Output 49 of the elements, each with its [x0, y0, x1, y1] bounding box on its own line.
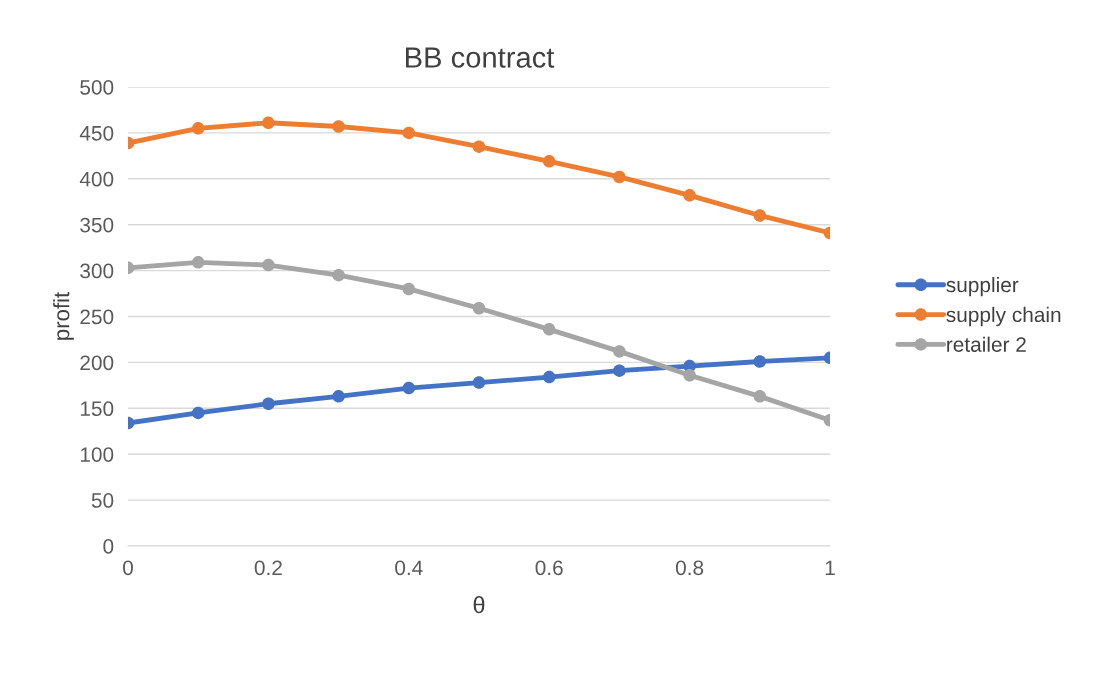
point — [191, 256, 205, 269]
x-tick-label: 0.6 — [535, 560, 563, 576]
point — [332, 268, 345, 282]
point — [683, 369, 696, 382]
point — [262, 258, 275, 272]
point — [542, 155, 556, 168]
point — [402, 282, 416, 296]
y-tick-label: 350 — [80, 217, 114, 233]
y-tick-label: 500 — [80, 80, 114, 95]
point — [332, 390, 345, 403]
point — [613, 364, 626, 377]
point — [191, 122, 205, 135]
x-tick-label: 0.4 — [395, 560, 423, 576]
point — [753, 209, 767, 222]
point — [753, 390, 767, 403]
point — [753, 355, 767, 368]
y-tick-label: 300 — [80, 263, 114, 279]
legend-label: retailer 2 — [947, 336, 1026, 352]
point — [262, 116, 275, 130]
point — [402, 381, 416, 395]
chart-title: BB contract — [406, 47, 555, 68]
x-tick-label: 1 — [825, 560, 835, 575]
y-tick-label: 250 — [80, 309, 114, 325]
legend-label: supplier — [946, 276, 1019, 297]
point — [542, 370, 556, 384]
point — [472, 376, 486, 389]
point — [613, 345, 626, 358]
point — [332, 120, 345, 133]
y-tick-label: 200 — [80, 355, 114, 371]
y-tick-label: 450 — [79, 125, 114, 141]
x-tick-label: 0.8 — [675, 560, 704, 576]
point — [542, 323, 556, 336]
x-axis-title: θ — [473, 595, 485, 614]
point — [613, 170, 626, 184]
point — [472, 301, 486, 315]
point — [191, 406, 205, 420]
point — [472, 140, 486, 153]
point — [402, 126, 416, 140]
x-tick-label: 0.2 — [254, 560, 282, 576]
y-axis-title: profit — [53, 291, 74, 340]
y-tick-label: 0 — [103, 539, 114, 554]
x-tick-label: 0 — [123, 560, 133, 576]
point — [262, 397, 275, 410]
y-tick-label: 50 — [91, 493, 114, 508]
y-tick-label: 400 — [79, 171, 114, 187]
y-tick-label: 100 — [80, 447, 114, 462]
legend-label: supply chain — [946, 306, 1061, 327]
y-tick-label: 150 — [80, 401, 114, 417]
point — [683, 189, 696, 202]
